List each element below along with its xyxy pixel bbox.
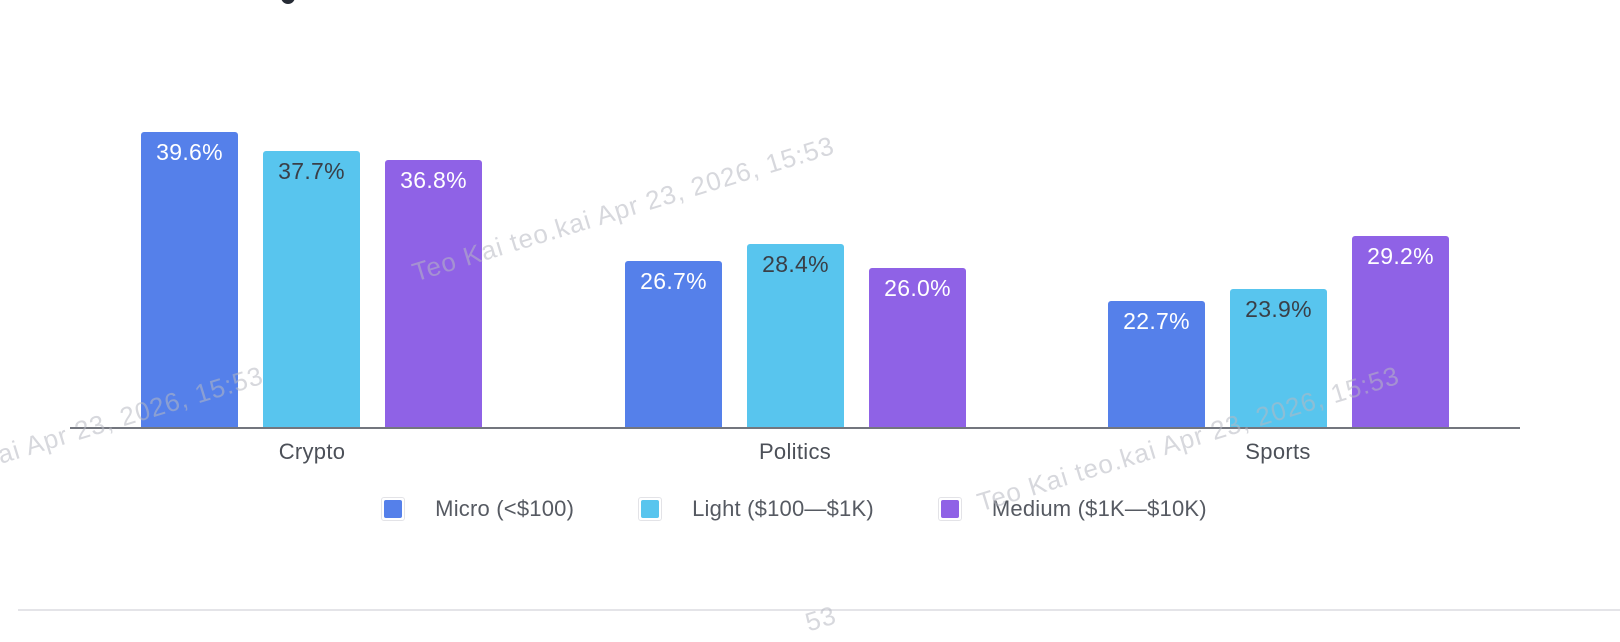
legend-swatch-medium-icon (937, 497, 962, 521)
bar-value-label: 23.9% (1245, 296, 1312, 322)
bar-medium-politics[interactable]: 26.0% (869, 268, 966, 428)
bar-value-label: 26.0% (884, 275, 951, 301)
bar-value-label: 22.7% (1123, 308, 1190, 334)
bar-value-label: 29.2% (1367, 243, 1434, 269)
legend-item-light[interactable]: Light ($100—$1K) (638, 496, 874, 522)
legend-item-micro[interactable]: Micro (<$100) (381, 496, 574, 522)
bar-medium-crypto[interactable]: 36.8% (385, 160, 482, 428)
chart-legend: Micro (<$100) Light ($100—$1K) Medium ($… (0, 496, 1604, 522)
legend-label-medium: Medium ($1K—$10K) (991, 496, 1207, 521)
bar-light-politics[interactable]: 28.4% (747, 244, 844, 428)
bar-value-label: 37.7% (278, 158, 345, 184)
bar-light-crypto[interactable]: 37.7% (263, 151, 360, 428)
bar-value-label: 36.8% (400, 167, 467, 193)
bar-value-label: 26.7% (640, 268, 707, 294)
bar-micro-sports[interactable]: 22.7% (1108, 301, 1205, 428)
bar-micro-crypto[interactable]: 39.6% (141, 132, 238, 428)
legend-label-light: Light ($100—$1K) (692, 496, 874, 521)
legend-label-micro: Micro (<$100) (435, 496, 575, 521)
bar-medium-sports[interactable]: 29.2% (1352, 236, 1449, 428)
legend-item-medium[interactable]: Medium ($1K—$10K) (937, 496, 1207, 522)
bar-value-label: 28.4% (762, 251, 829, 277)
bar-light-sports[interactable]: 23.9% (1230, 289, 1327, 428)
cropped-title-glyph (281, 0, 295, 4)
legend-swatch-micro-icon (381, 497, 406, 521)
bottom-divider-line (18, 609, 1620, 611)
bar-micro-politics[interactable]: 26.7% (625, 261, 722, 428)
bar-value-label: 39.6% (156, 139, 223, 165)
legend-swatch-light-icon (638, 497, 663, 521)
x-axis-line (70, 427, 1520, 429)
